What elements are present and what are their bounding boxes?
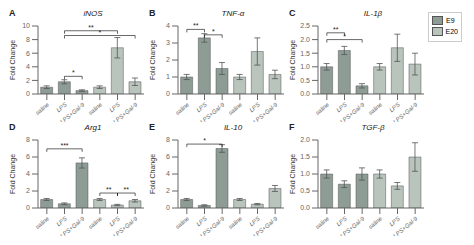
svg-text:*: * — [212, 28, 215, 35]
svg-text:0: 0 — [166, 204, 170, 211]
svg-text:LPS: LPS — [108, 101, 121, 113]
svg-text:saline: saline — [174, 101, 190, 116]
svg-text:1.0: 1.0 — [300, 170, 310, 177]
svg-text:0: 0 — [166, 90, 170, 97]
svg-text:8: 8 — [26, 136, 30, 143]
svg-text:4: 4 — [26, 170, 30, 177]
html-text:C: C — [289, 8, 296, 18]
svg-text:saline: saline — [227, 215, 243, 230]
svg-text:8: 8 — [26, 36, 30, 43]
svg-text:LPS: LPS — [248, 101, 261, 113]
svg-text:LPS+Gal-9: LPS+Gal-9 — [339, 101, 366, 122]
svg-text:2.0: 2.0 — [300, 136, 310, 143]
svg-text:Fold Change: Fold Change — [9, 154, 17, 194]
svg-text:2: 2 — [166, 187, 170, 194]
svg-text:**: ** — [124, 186, 130, 193]
svg-text:LPS: LPS — [108, 215, 121, 227]
svg-text:***: *** — [60, 142, 68, 149]
html-text:IL-1β: IL-1β — [363, 9, 383, 18]
svg-text:1: 1 — [166, 73, 170, 80]
svg-text:6: 6 — [166, 153, 170, 160]
svg-text:LPS+Gal-9: LPS+Gal-9 — [252, 215, 279, 236]
svg-text:LPS: LPS — [195, 215, 208, 227]
svg-text:LPS: LPS — [55, 101, 68, 113]
svg-text:saline: saline — [87, 215, 103, 230]
svg-text:**: ** — [88, 24, 94, 31]
svg-text:**: ** — [106, 186, 112, 193]
svg-text:2: 2 — [166, 56, 170, 63]
svg-text:LPS+Gal-9: LPS+Gal-9 — [199, 101, 226, 122]
svg-text:LPS+Gal-9: LPS+Gal-9 — [59, 101, 86, 122]
svg-text:4: 4 — [166, 22, 170, 29]
svg-text:Fold Change: Fold Change — [149, 40, 157, 80]
svg-text:1.0: 1.0 — [300, 63, 310, 70]
svg-text:**: ** — [193, 22, 199, 29]
html-text:B: B — [149, 8, 156, 18]
svg-text:0.5: 0.5 — [300, 187, 310, 194]
svg-text:*: * — [98, 29, 101, 36]
svg-text:LPS+Gal-9: LPS+Gal-9 — [59, 215, 86, 236]
svg-text:LPS: LPS — [388, 101, 401, 113]
svg-text:LPS+Gal-9: LPS+Gal-9 — [112, 215, 139, 236]
svg-text:LPS+Gal-9: LPS+Gal-9 — [392, 215, 419, 236]
svg-text:*: * — [343, 33, 346, 40]
svg-text:LPS+Gal-9: LPS+Gal-9 — [339, 215, 366, 236]
svg-text:saline: saline — [314, 101, 330, 116]
svg-text:2.0: 2.0 — [300, 36, 310, 43]
html-text:IL-10: IL-10 — [223, 123, 243, 132]
svg-text:LPS: LPS — [195, 101, 208, 113]
svg-text:Fold Change: Fold Change — [9, 40, 17, 80]
svg-text:0: 0 — [26, 204, 30, 211]
svg-text:0: 0 — [26, 90, 30, 97]
svg-text:saline: saline — [367, 215, 383, 230]
svg-text:4: 4 — [26, 63, 30, 70]
svg-text:saline: saline — [87, 101, 103, 116]
svg-text:LPS: LPS — [335, 101, 348, 113]
svg-text:6: 6 — [26, 153, 30, 160]
svg-text:10: 10 — [22, 22, 30, 29]
svg-text:saline: saline — [227, 101, 243, 116]
svg-text:LPS+Gal-9: LPS+Gal-9 — [252, 101, 279, 122]
svg-text:1.5: 1.5 — [300, 153, 310, 160]
svg-text:saline: saline — [34, 215, 50, 230]
svg-text:LPS: LPS — [388, 215, 401, 227]
svg-text:1.5: 1.5 — [300, 50, 310, 57]
html-text:E9: E9 — [446, 17, 455, 24]
svg-text:2: 2 — [26, 187, 30, 194]
html-text:iNOS: iNOS — [83, 9, 103, 18]
svg-text:saline: saline — [314, 215, 330, 230]
svg-text:LPS+Gal-9: LPS+Gal-9 — [392, 101, 419, 122]
svg-text:*: * — [203, 137, 206, 144]
svg-text:0.5: 0.5 — [300, 77, 310, 84]
html-text:E20: E20 — [445, 28, 458, 35]
svg-text:*: * — [72, 69, 75, 76]
svg-text:LPS: LPS — [335, 215, 348, 227]
html-text:TGF-β: TGF-β — [361, 123, 385, 132]
svg-text:**: ** — [333, 26, 339, 33]
svg-text:8: 8 — [166, 136, 170, 143]
svg-text:6: 6 — [26, 50, 30, 57]
svg-text:saline: saline — [34, 101, 50, 116]
svg-text:4: 4 — [166, 170, 170, 177]
svg-text:LPS+Gal-9: LPS+Gal-9 — [112, 101, 139, 122]
html-text:D: D — [9, 122, 16, 132]
html-text:A: A — [9, 8, 16, 18]
svg-text:2.5: 2.5 — [300, 22, 310, 29]
svg-text:2: 2 — [26, 77, 30, 84]
svg-text:LPS: LPS — [55, 215, 68, 227]
html-text:Arg1: Arg1 — [84, 123, 102, 132]
html-text:F: F — [289, 122, 295, 132]
svg-text:saline: saline — [367, 101, 383, 116]
html-text:TNF-α: TNF-α — [221, 9, 245, 18]
svg-text:0.0: 0.0 — [300, 204, 310, 211]
svg-text:saline: saline — [174, 215, 190, 230]
svg-text:LPS+Gal-9: LPS+Gal-9 — [199, 215, 226, 236]
svg-text:LPS: LPS — [248, 215, 261, 227]
svg-text:Fold Change: Fold Change — [289, 40, 297, 80]
html-text:E: E — [149, 122, 155, 132]
svg-text:3: 3 — [166, 39, 170, 46]
svg-text:Fold Change: Fold Change — [289, 154, 297, 194]
svg-text:Fold Change: Fold Change — [149, 154, 157, 194]
svg-text:0.0: 0.0 — [300, 90, 310, 97]
